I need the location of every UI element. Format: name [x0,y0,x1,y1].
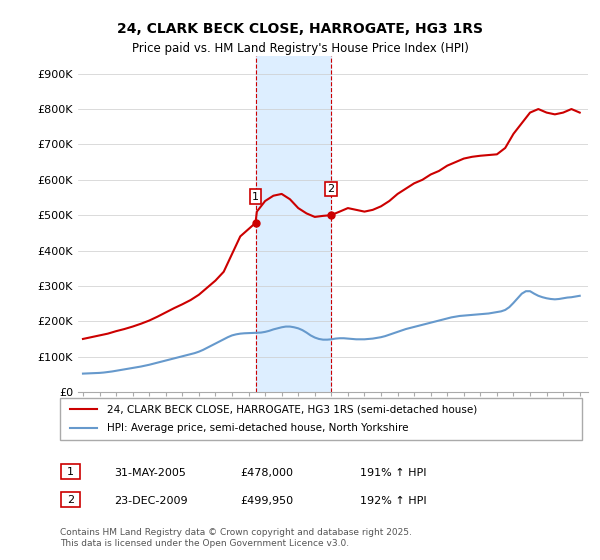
Text: 1: 1 [67,466,74,477]
Text: 24, CLARK BECK CLOSE, HARROGATE, HG3 1RS: 24, CLARK BECK CLOSE, HARROGATE, HG3 1RS [117,22,483,36]
FancyBboxPatch shape [61,492,80,507]
Text: £478,000: £478,000 [240,468,293,478]
FancyBboxPatch shape [60,398,582,440]
Text: 31-MAY-2005: 31-MAY-2005 [114,468,186,478]
Text: HPI: Average price, semi-detached house, North Yorkshire: HPI: Average price, semi-detached house,… [107,423,409,433]
Text: Contains HM Land Registry data © Crown copyright and database right 2025.
This d: Contains HM Land Registry data © Crown c… [60,528,412,548]
Bar [256,56,331,392]
Text: 191% ↑ HPI: 191% ↑ HPI [360,468,427,478]
Text: 2: 2 [67,494,74,505]
Text: 23-DEC-2009: 23-DEC-2009 [114,496,188,506]
Text: 1: 1 [252,192,259,202]
FancyBboxPatch shape [61,464,80,479]
Text: Price paid vs. HM Land Registry's House Price Index (HPI): Price paid vs. HM Land Registry's House … [131,42,469,55]
Text: £499,950: £499,950 [240,496,293,506]
Text: 24, CLARK BECK CLOSE, HARROGATE, HG3 1RS (semi-detached house): 24, CLARK BECK CLOSE, HARROGATE, HG3 1RS… [107,404,477,414]
Text: 2: 2 [328,184,335,194]
Text: 192% ↑ HPI: 192% ↑ HPI [360,496,427,506]
